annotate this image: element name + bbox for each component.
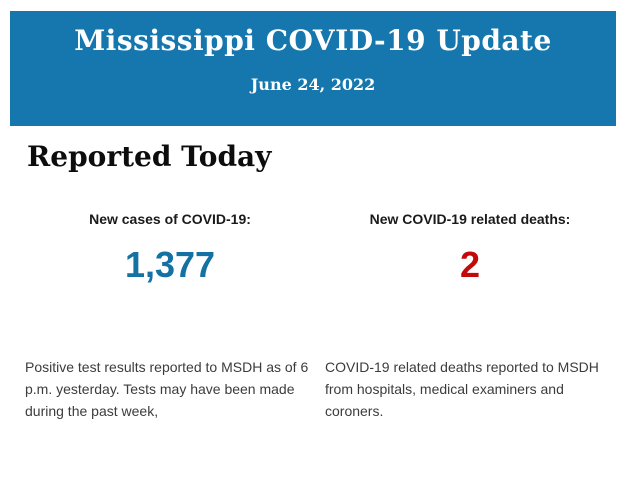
new-cases-value: 1,377 [124,244,216,285]
section-heading: Reported Today [27,140,272,173]
report-date: June 24, 2022 [250,75,376,94]
new-cases-description: Positive test results reported to MSDH a… [25,359,309,419]
new-deaths-label: New COVID-19 related deaths: [369,211,571,227]
new-deaths-value: 2 [459,244,481,285]
new-deaths-description: COVID-19 related deaths reported to MSDH… [325,359,599,419]
new-cases-label: New cases of COVID-19: [89,211,251,227]
header-banner: Mississippi COVID-19 Update June 24, 202… [10,11,616,126]
page-title: Mississippi COVID-19 Update [74,24,552,57]
